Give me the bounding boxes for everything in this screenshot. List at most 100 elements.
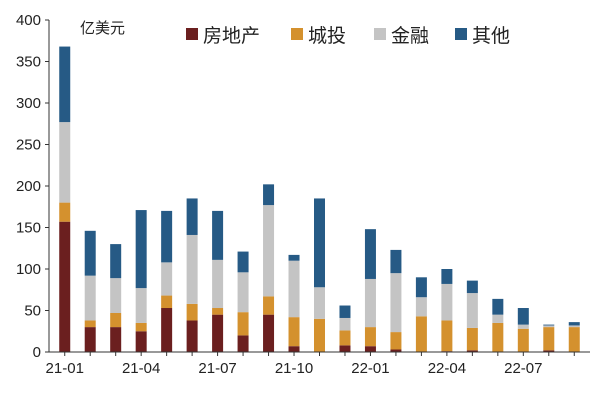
bar-segment bbox=[415, 297, 427, 317]
legend: 房地产 城投 金融 其他 bbox=[186, 25, 510, 47]
bar-segment bbox=[390, 349, 402, 352]
bar-segment bbox=[135, 210, 147, 289]
bar-segment bbox=[543, 325, 555, 328]
bar-segment bbox=[543, 324, 555, 326]
bar-segment bbox=[237, 251, 249, 273]
legend-label: 金融 bbox=[391, 25, 429, 47]
bar-segment bbox=[84, 320, 96, 328]
x-tick-label: 21-10 bbox=[275, 360, 313, 377]
bar-segment bbox=[568, 327, 580, 352]
y-tick-label: 300 bbox=[16, 95, 41, 112]
legend-swatch bbox=[455, 28, 467, 40]
bar-segment bbox=[212, 314, 224, 352]
y-tick-label: 400 bbox=[16, 12, 41, 29]
legend-swatch bbox=[291, 28, 303, 40]
bar-segment bbox=[135, 322, 147, 332]
bar-segment bbox=[415, 277, 427, 298]
bar-segment bbox=[492, 298, 504, 315]
legend-swatch bbox=[186, 28, 198, 40]
y-tick-label: 250 bbox=[16, 137, 41, 154]
bar-segment bbox=[568, 322, 580, 326]
bar-segment bbox=[84, 230, 96, 276]
bar-segment bbox=[517, 324, 529, 329]
y-tick-label: 0 bbox=[33, 344, 41, 361]
bar-segment bbox=[288, 260, 300, 318]
y-tick-label: 100 bbox=[16, 261, 41, 278]
bar-segment bbox=[59, 202, 71, 222]
x-tick-label: 21-01 bbox=[46, 360, 84, 377]
axes-group: 0 50 100 150 200 250 300 350 400 21-01 21-04 21-07 2… bbox=[16, 12, 590, 377]
bar-segment bbox=[364, 278, 376, 328]
bar-segment bbox=[288, 254, 300, 261]
bar-segment bbox=[517, 308, 529, 325]
legend-swatch bbox=[374, 28, 386, 40]
bar-segment bbox=[263, 296, 275, 315]
bar-segment bbox=[492, 322, 504, 352]
bar-segment bbox=[466, 280, 478, 294]
bar-segment bbox=[314, 198, 325, 288]
bar-segment bbox=[161, 262, 173, 296]
bar-segment bbox=[263, 314, 275, 352]
bar-segment bbox=[466, 327, 478, 351]
bar-segment bbox=[59, 221, 71, 352]
bar-segment bbox=[390, 332, 402, 350]
bar-segment bbox=[339, 345, 351, 352]
y-tick-label: 150 bbox=[16, 220, 41, 237]
bar-segment bbox=[161, 210, 173, 263]
y-tick-label: 50 bbox=[24, 303, 41, 320]
x-tick-label: 22-01 bbox=[351, 360, 389, 377]
bar-segment bbox=[110, 278, 122, 313]
bar-segment bbox=[186, 303, 198, 321]
bar-segment bbox=[263, 184, 275, 206]
legend-label: 城投 bbox=[308, 25, 346, 47]
bar-segment bbox=[364, 346, 376, 352]
bar-segment bbox=[415, 316, 427, 352]
bar-segment bbox=[84, 327, 96, 352]
x-tick-label: 22-04 bbox=[428, 360, 466, 377]
bar-segment bbox=[339, 305, 351, 318]
bar-segment bbox=[339, 330, 351, 346]
bar-segment bbox=[364, 229, 376, 279]
y-tick-label: 200 bbox=[16, 178, 41, 195]
x-tick-label: 22-07 bbox=[504, 360, 542, 377]
bar-segment bbox=[110, 312, 122, 328]
bar-segment bbox=[517, 328, 529, 352]
bar-segment bbox=[135, 331, 147, 352]
legend-label: 其他 bbox=[472, 25, 510, 47]
bars-group bbox=[59, 46, 580, 352]
y-tick-label: 350 bbox=[16, 54, 41, 71]
bar-segment bbox=[543, 350, 555, 352]
x-tick-label: 21-04 bbox=[122, 360, 160, 377]
bar-segment bbox=[466, 293, 478, 328]
bar-segment bbox=[364, 327, 376, 347]
bar-segment bbox=[212, 259, 224, 309]
unit-label: 亿美元 bbox=[80, 19, 125, 37]
bar-segment bbox=[492, 314, 504, 323]
bar-segment bbox=[161, 308, 173, 352]
bar-segment bbox=[390, 249, 402, 274]
bar-segment bbox=[186, 320, 198, 352]
bar-segment bbox=[212, 210, 224, 260]
bar-segment bbox=[84, 275, 96, 321]
bar-segment bbox=[59, 46, 71, 123]
bar-segment bbox=[314, 318, 325, 352]
bar-segment bbox=[110, 244, 122, 279]
bar-segment bbox=[186, 198, 198, 235]
bar-segment bbox=[135, 288, 147, 323]
bar-segment bbox=[543, 327, 555, 351]
bar-segment bbox=[288, 346, 300, 352]
bar-segment bbox=[263, 205, 275, 297]
bar-segment bbox=[237, 312, 249, 336]
bar-segment bbox=[390, 273, 402, 333]
bar-segment bbox=[441, 283, 453, 321]
bar-segment bbox=[568, 325, 580, 328]
bar-segment bbox=[441, 269, 453, 284]
bar-segment bbox=[161, 295, 173, 309]
bar-segment bbox=[212, 308, 224, 315]
bar-segment bbox=[237, 272, 249, 313]
x-tick-label: 21-07 bbox=[198, 360, 236, 377]
legend-label: 房地产 bbox=[203, 25, 260, 47]
bar-segment bbox=[237, 335, 249, 352]
